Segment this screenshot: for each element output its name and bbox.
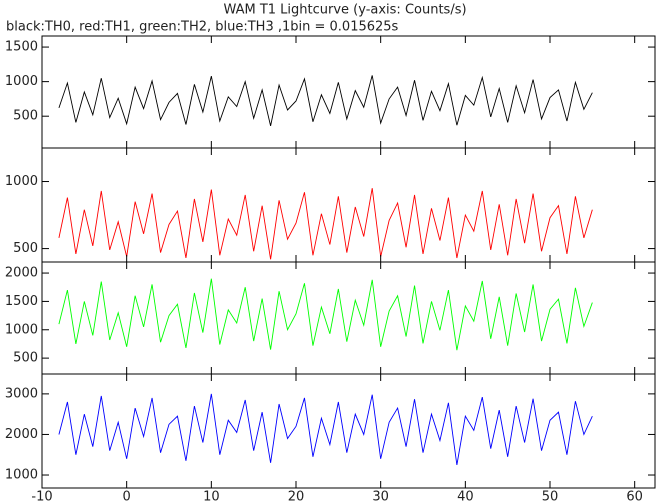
chart-subtitle: black:TH0, red:TH1, green:TH2, blue:TH3 …: [6, 20, 399, 35]
panel-frame: [41, 373, 656, 489]
x-tick-label: -10: [31, 490, 52, 504]
y-tick-label: 500: [13, 109, 38, 124]
x-tick-label: 40: [457, 490, 474, 504]
light-curve: [58, 188, 593, 260]
y-tick-label: 3000: [5, 386, 38, 401]
y-tick-label: 1000: [5, 174, 38, 189]
x-tick-label: 50: [542, 490, 559, 504]
y-tick-label: 1000: [5, 468, 38, 483]
y-tick-label: 2000: [5, 427, 38, 442]
panel-frame: [41, 261, 656, 375]
x-tick-label: 20: [288, 490, 305, 504]
y-tick-label: 500: [13, 241, 38, 256]
y-tick-label: 1500: [5, 40, 38, 55]
y-tick-label: 1000: [5, 322, 38, 337]
y-tick-label: 500: [13, 351, 38, 366]
light-curve: [58, 278, 593, 351]
x-tick-label: 0: [123, 490, 131, 504]
y-tick-label: 1000: [5, 74, 38, 89]
y-tick-label: 2000: [5, 266, 38, 281]
x-tick-label: 30: [372, 490, 389, 504]
y-tick-label: 1500: [5, 294, 38, 309]
chart-title: WAM T1 Lightcurve (y-axis: Counts/s): [223, 3, 466, 18]
x-tick-label: 10: [203, 490, 220, 504]
light-curve: [58, 75, 593, 126]
x-tick-label: 60: [626, 490, 643, 504]
light-curve: [58, 393, 593, 465]
